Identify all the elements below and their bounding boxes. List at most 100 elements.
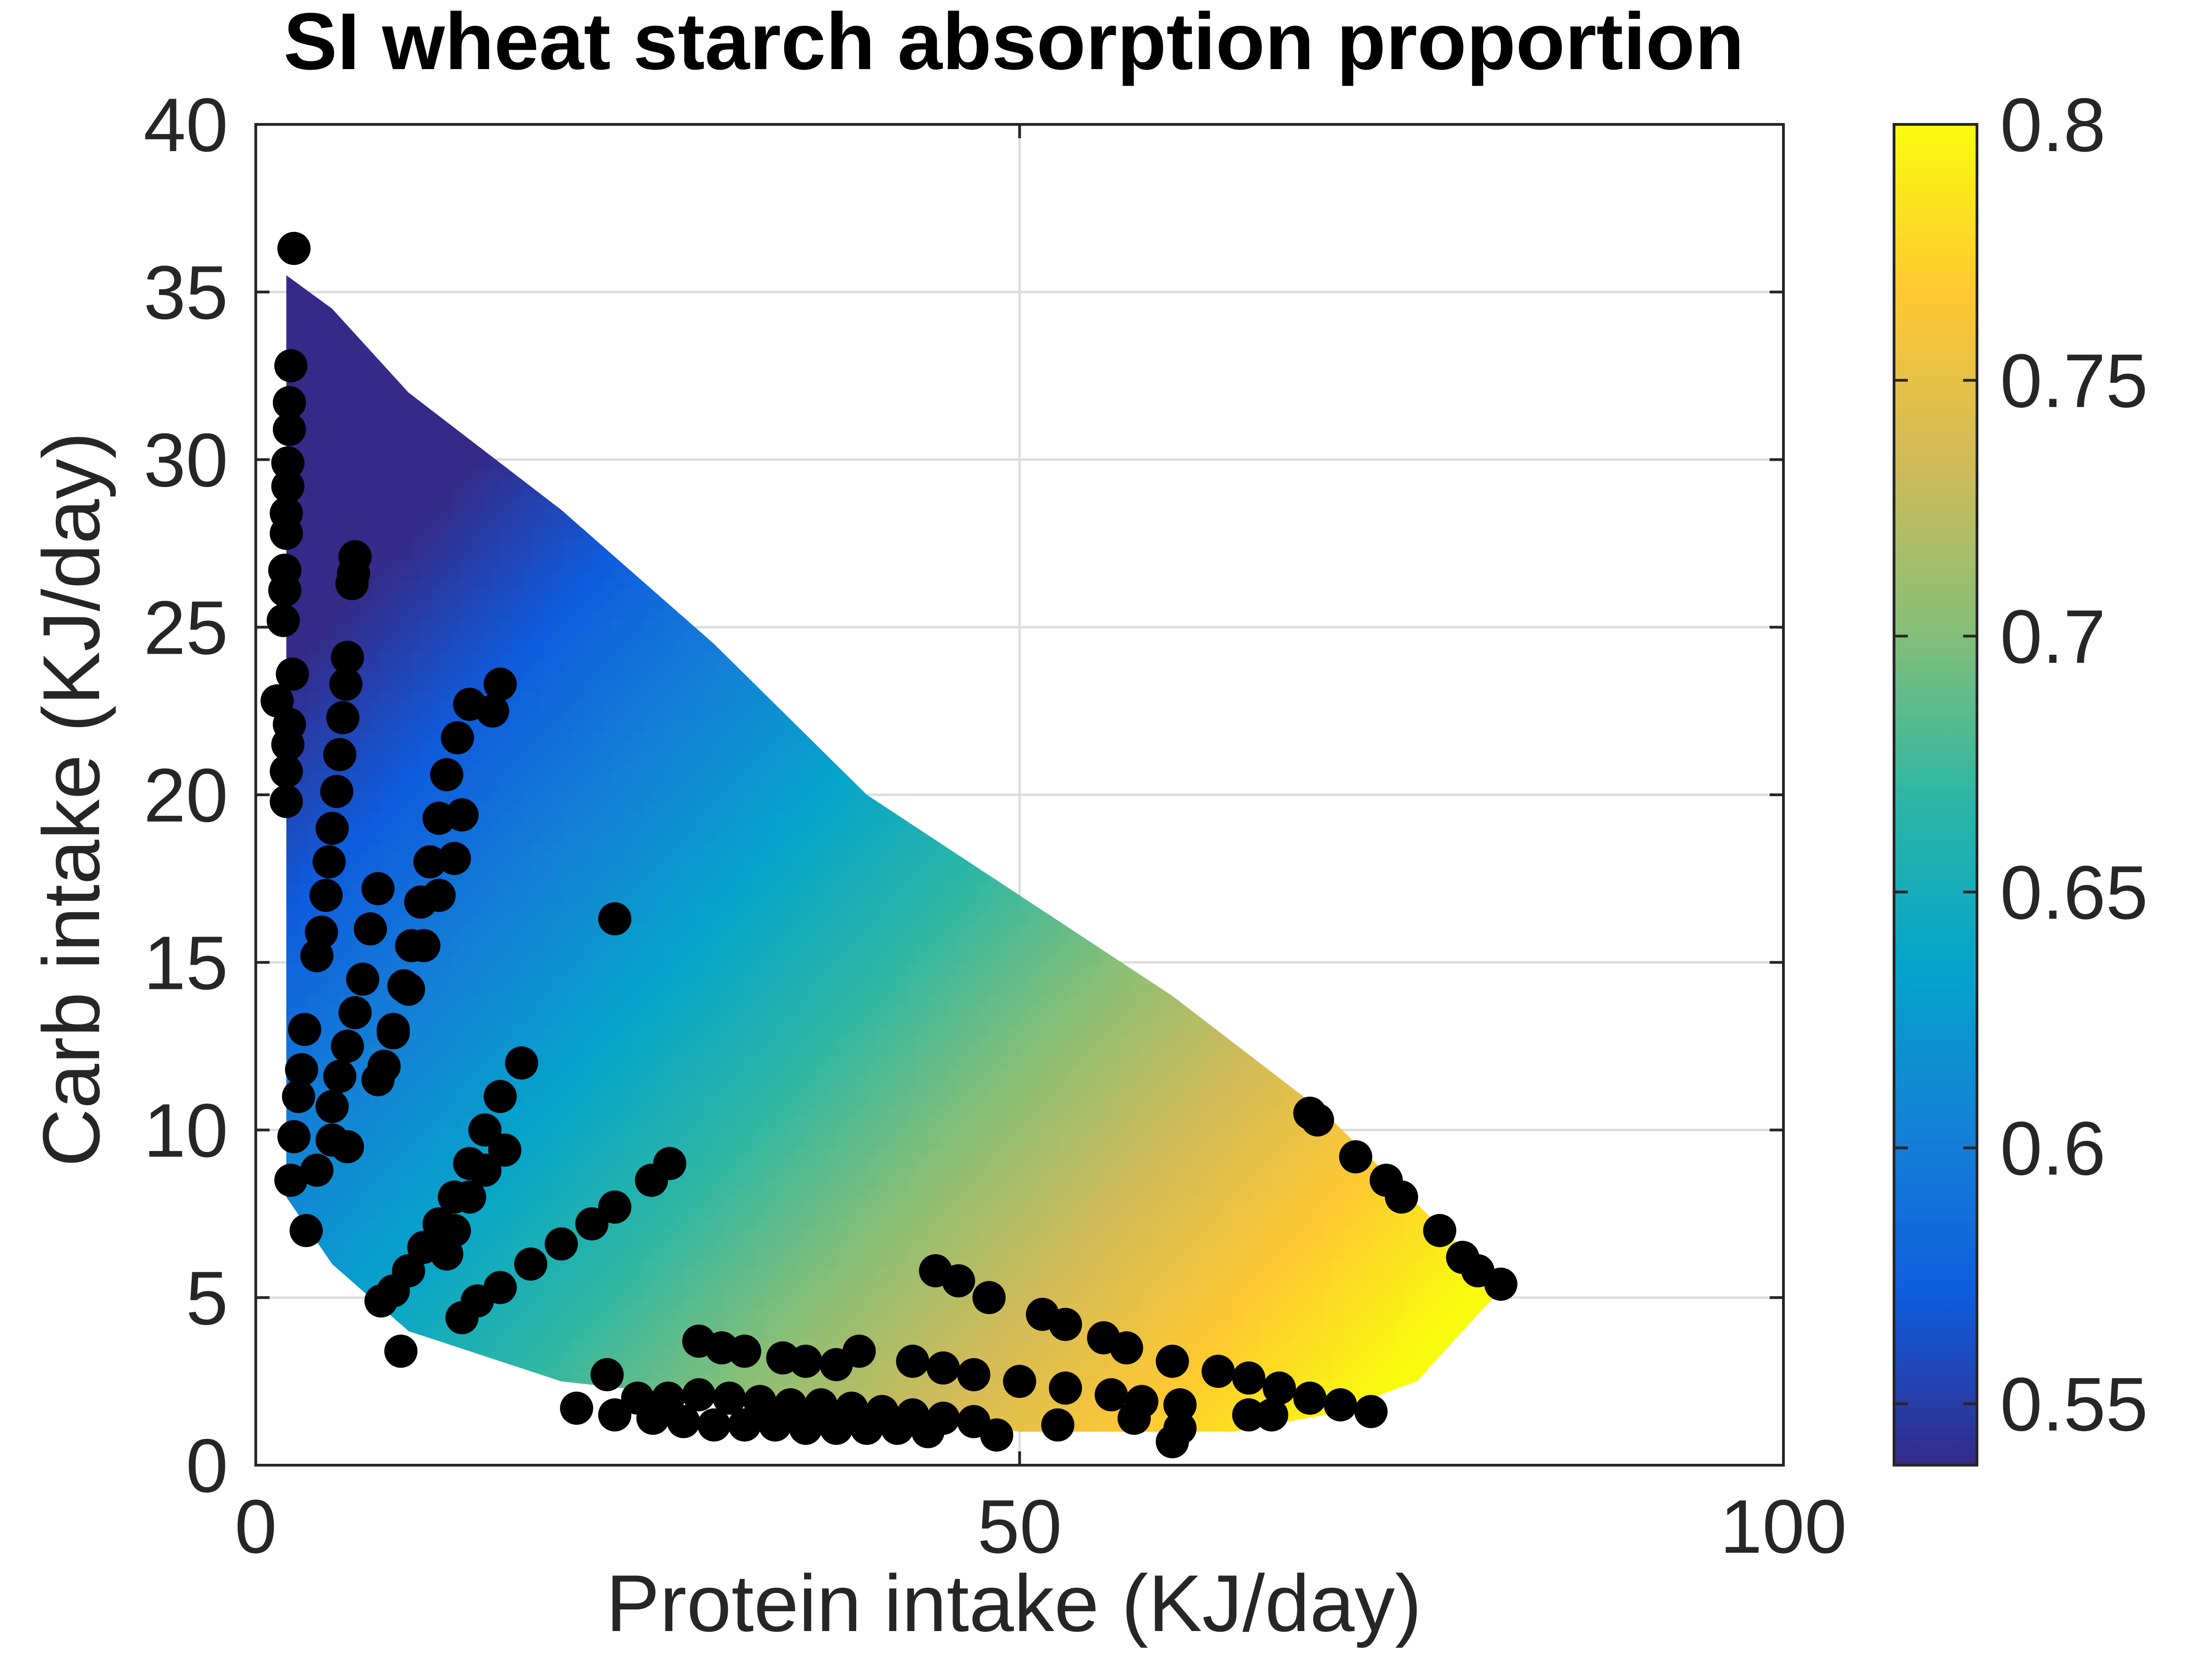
y-tick-label: 30	[143, 418, 228, 503]
chart-title: SI wheat starch absorption proportion	[283, 0, 1744, 87]
data-point	[728, 1409, 761, 1442]
data-point	[505, 1046, 538, 1080]
data-point	[1385, 1180, 1418, 1214]
data-point	[316, 1090, 349, 1123]
data-point	[277, 232, 311, 265]
data-point	[300, 939, 334, 972]
data-point	[759, 1409, 792, 1442]
colorbar: 0.550.60.650.70.750.8	[1894, 82, 2148, 1465]
colorbar-gradient	[1894, 124, 1977, 1465]
data-point	[453, 1180, 486, 1214]
data-point	[514, 1248, 547, 1281]
data-point	[326, 701, 359, 734]
y-tick-label: 20	[143, 753, 228, 838]
data-point	[1232, 1362, 1265, 1395]
data-point	[361, 872, 394, 905]
data-point	[1339, 1140, 1372, 1174]
data-point	[598, 1191, 631, 1224]
x-tick-label: 100	[1720, 1484, 1847, 1569]
x-axis-label: Protein intake (KJ/day)	[606, 1559, 1422, 1649]
data-point	[453, 688, 486, 721]
data-point	[365, 1285, 398, 1318]
data-point	[598, 1398, 631, 1432]
data-point	[896, 1344, 929, 1378]
data-point	[912, 1415, 945, 1448]
data-point	[957, 1358, 990, 1391]
y-tick-label: 15	[143, 921, 228, 1005]
data-point	[331, 1130, 364, 1163]
data-point	[270, 755, 303, 788]
colorbar-tick-label: 0.7	[2000, 594, 2106, 679]
data-point	[316, 812, 349, 845]
data-point	[423, 879, 456, 912]
data-point	[274, 349, 307, 382]
colorbar-tick-label: 0.65	[2000, 850, 2148, 935]
data-point	[728, 1335, 761, 1368]
data-point	[377, 1016, 410, 1050]
data-point	[1164, 1412, 1197, 1445]
data-point	[1049, 1308, 1082, 1341]
data-point	[338, 996, 371, 1029]
data-point	[1423, 1214, 1456, 1247]
data-point	[361, 1063, 394, 1096]
data-point	[323, 738, 356, 771]
x-tick-label: 50	[977, 1484, 1062, 1569]
data-point	[942, 1264, 975, 1297]
data-point	[1118, 1402, 1151, 1435]
data-point	[288, 1013, 321, 1046]
data-point	[698, 1409, 731, 1442]
data-point	[927, 1351, 960, 1385]
data-point	[392, 973, 425, 1006]
data-point	[277, 1120, 311, 1153]
y-tick-label: 40	[143, 82, 228, 167]
data-point	[1301, 1103, 1334, 1137]
y-tick-label: 10	[143, 1088, 228, 1173]
data-point	[1003, 1365, 1036, 1398]
data-point	[1293, 1382, 1326, 1415]
y-axis-label: Carb intake (KJ/day)	[27, 432, 117, 1167]
data-point	[667, 1405, 700, 1438]
data-point	[354, 912, 387, 945]
y-tick-label: 35	[143, 250, 228, 335]
data-point	[850, 1412, 883, 1445]
data-point	[881, 1412, 914, 1445]
data-point	[430, 1238, 463, 1271]
data-point	[980, 1419, 1013, 1452]
data-point	[560, 1391, 593, 1425]
data-point	[598, 902, 631, 935]
data-point	[309, 879, 342, 912]
data-point	[842, 1335, 876, 1368]
data-point	[972, 1281, 1006, 1314]
data-point	[312, 845, 346, 879]
data-point	[789, 1344, 822, 1378]
colorbar-tick-label: 0.55	[2000, 1362, 2148, 1447]
data-point	[384, 1335, 418, 1368]
data-point	[323, 1060, 356, 1093]
data-point	[335, 567, 369, 600]
y-tick-label: 25	[143, 585, 228, 670]
colorbar-tick-label: 0.75	[2000, 338, 2148, 423]
data-point	[407, 929, 441, 962]
data-point	[270, 517, 303, 550]
data-point	[320, 775, 353, 808]
data-point	[270, 785, 303, 818]
data-point	[300, 1154, 334, 1187]
data-point	[1354, 1395, 1388, 1428]
y-tick-label: 5	[186, 1256, 228, 1340]
data-point	[346, 963, 379, 996]
data-point	[267, 604, 300, 637]
x-tick-label: 0	[235, 1484, 277, 1569]
data-point	[636, 1402, 670, 1435]
data-point	[483, 1080, 517, 1113]
data-point	[1049, 1372, 1082, 1405]
y-tick-label: 0	[186, 1423, 228, 1508]
data-point	[635, 1164, 668, 1197]
data-point	[1156, 1344, 1189, 1378]
data-point	[1484, 1268, 1518, 1301]
data-point	[329, 668, 363, 701]
data-point	[268, 574, 301, 607]
data-point	[273, 413, 306, 446]
data-point	[1201, 1355, 1235, 1388]
